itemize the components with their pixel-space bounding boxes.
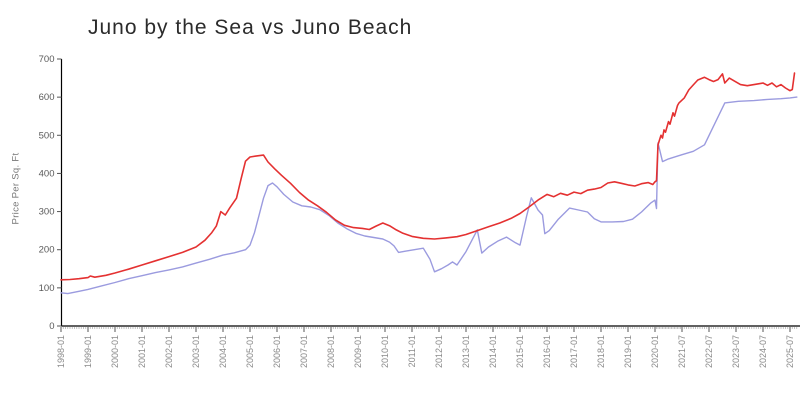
x-tick-label: 2004-01 xyxy=(218,335,228,368)
x-tick-label: 2000-01 xyxy=(110,335,120,368)
x-tick-label: 2022-07 xyxy=(704,335,714,368)
x-tick-label: 2001-01 xyxy=(137,335,147,368)
x-tick-label: 2012-01 xyxy=(434,335,444,368)
chart-title: Juno by the Sea vs Juno Beach xyxy=(88,16,413,39)
x-tick-label: 2025-07 xyxy=(785,335,795,368)
x-tick-label: 2006-01 xyxy=(272,335,282,368)
y-tick-label: 300 xyxy=(39,207,55,218)
x-tick-label: 2020-01 xyxy=(650,335,660,368)
y-tick-label: 500 xyxy=(39,130,55,141)
x-tick-label: 2010-01 xyxy=(380,335,390,368)
x-tick-label: 2002-01 xyxy=(164,335,174,368)
x-tick-label: 2013-01 xyxy=(461,335,471,368)
y-tick-label: 100 xyxy=(39,283,55,294)
y-tick-label: 200 xyxy=(39,245,55,256)
x-tick-label: 2017-01 xyxy=(569,335,579,368)
price-line-juno-by-the-sea xyxy=(60,72,796,281)
x-tick-label: 2011-01 xyxy=(407,335,417,367)
x-tick-label: 2024-07 xyxy=(758,335,768,368)
x-tick-label: 2018-01 xyxy=(596,335,606,368)
y-tick-label: 400 xyxy=(39,168,55,179)
x-tick-label: 2021-07 xyxy=(677,335,687,368)
x-tick-label: 2005-01 xyxy=(245,335,255,368)
x-tick-label: 2014-01 xyxy=(488,335,498,368)
x-tick-label: 2015-01 xyxy=(515,335,525,368)
y-axis-title: Price Per Sq. Ft xyxy=(10,152,22,225)
x-tick-label: 2009-01 xyxy=(353,335,363,368)
x-tick-label: 1998-01 xyxy=(56,335,66,368)
price-line-juno-beach xyxy=(60,96,798,295)
x-tick-label: 2016-01 xyxy=(542,335,552,368)
x-tick-label: 1999-01 xyxy=(83,335,93,368)
x-tick-label: 2019-01 xyxy=(623,335,633,368)
x-tick-label: 2003-01 xyxy=(191,335,201,368)
y-tick-label: 0 xyxy=(49,321,54,332)
x-tick-label: 2023-07 xyxy=(731,335,741,368)
y-tick-label: 700 xyxy=(39,54,55,65)
x-tick-label: 2008-01 xyxy=(326,335,336,368)
x-tick-label: 2007-01 xyxy=(299,335,309,368)
y-tick-label: 600 xyxy=(39,92,55,103)
